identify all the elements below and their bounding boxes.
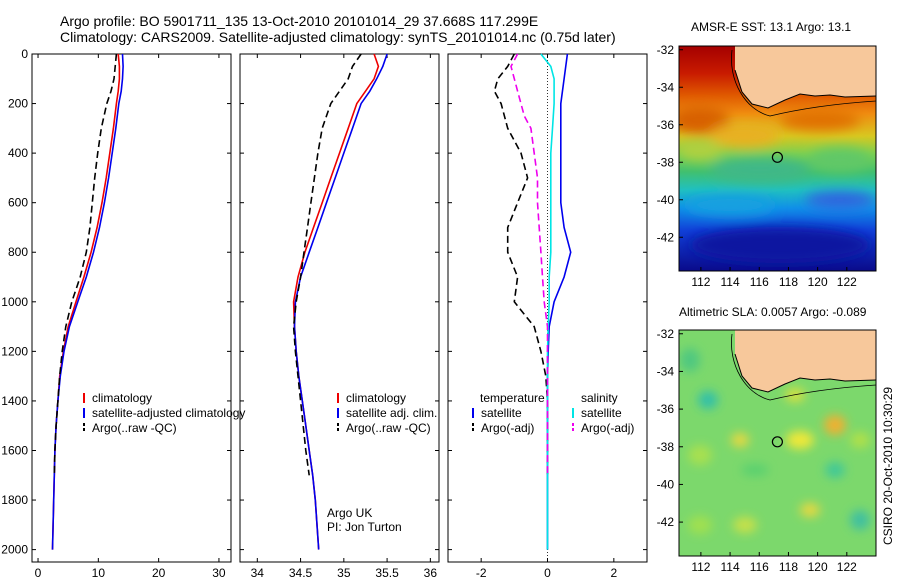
salinity-panel-frame: [239, 53, 440, 563]
x-tick-label: 118: [779, 275, 798, 289]
y-tick-label: -42: [657, 230, 675, 244]
x-tick-label: 114: [721, 275, 740, 289]
series-line: [292, 53, 380, 550]
sla-map: [679, 330, 876, 556]
x-tick-label: 112: [691, 560, 710, 574]
legend-title: temperature: [480, 391, 545, 405]
legend-label: satellite-adjusted climatology: [92, 406, 245, 420]
sla-map-title: Altimetric SLA: 0.0057 Argo: -0.089: [679, 305, 867, 319]
x-axis-label: salinity: [321, 578, 358, 580]
x-tick-label: 34.5: [289, 566, 313, 580]
x-tick-label: -2: [476, 566, 487, 580]
legend-label: satellite adj. clim.: [346, 406, 437, 420]
series-line: [51, 53, 121, 550]
x-tick-label: 112: [691, 275, 710, 289]
land-australia-sla: [735, 330, 876, 392]
x-tick-label: 20: [152, 566, 166, 580]
legend-label: Argo(..raw -QC): [92, 421, 177, 435]
y-tick-label: -40: [657, 477, 675, 491]
y-tick-label: -34: [657, 364, 675, 378]
x-tick-label: 2: [610, 566, 617, 580]
x-tick-label: 10: [92, 566, 106, 580]
y-tick-label: -42: [657, 515, 675, 529]
figure-title-line1: Argo profile: BO 5901711_135 13-Oct-2010…: [60, 13, 538, 29]
x-tick-label: 116: [750, 275, 769, 289]
annotation-line: Argo UK: [327, 506, 372, 520]
series-line: [53, 53, 118, 476]
x-tick-label: 35: [337, 566, 351, 580]
y-tick-label: 200: [8, 97, 28, 111]
y-tick-label: -32: [657, 43, 675, 57]
x-tick-label: 122: [837, 275, 857, 289]
legend-label: Argo(-adj): [581, 421, 634, 435]
x-tick-label: 116: [750, 560, 769, 574]
argo-marker-sla: [771, 436, 784, 448]
legend-label: Argo(-adj): [481, 421, 534, 435]
difference-panel: -2 0 2difference from climatology temperatu…: [447, 53, 648, 580]
series-line: [546, 53, 572, 550]
x-tick-label: 30: [212, 566, 226, 580]
land-australia-sst: [735, 46, 876, 108]
y-tick-label: 800: [8, 245, 28, 259]
figure-title-line2: Climatology: CARS2009. Satellite-adjuste…: [60, 29, 616, 45]
legend-label: Argo(..raw -QC): [346, 421, 431, 435]
x-tick-label: 36: [424, 566, 438, 580]
x-tick-label: 0: [35, 566, 42, 580]
y-tick-label: 1000: [1, 295, 28, 309]
y-tick-label: -36: [657, 118, 675, 132]
x-tick-label: 34: [251, 566, 265, 580]
y-tick-label: -34: [657, 80, 675, 94]
legend-label: satellite: [481, 406, 522, 420]
legend-label: climatology: [92, 391, 152, 405]
x-tick-label: 122: [837, 560, 857, 574]
series-line: [540, 53, 555, 550]
sst-map: [679, 46, 876, 271]
argo-marker-sst: [771, 151, 784, 163]
y-tick-label: 600: [8, 196, 28, 210]
y-tick-label: 0: [21, 47, 28, 61]
x-tick-label: 114: [721, 560, 740, 574]
legend-label: satellite: [581, 406, 622, 420]
x-tick-label: 120: [808, 275, 828, 289]
x-axis-label: temperature: [99, 578, 164, 580]
legend-title: salinity: [581, 391, 618, 405]
y-tick-label: 1200: [1, 344, 28, 358]
x-tick-label: 120: [808, 560, 828, 574]
y-tick-label: 1600: [1, 443, 28, 457]
x-tick-label: 0: [544, 566, 551, 580]
credit-label: CSIRO 20-Oct-2010 10:30:29: [881, 387, 895, 545]
temperature-panel-frame: [31, 53, 232, 563]
x-tick-label: 35.5: [375, 566, 399, 580]
temperature-panel: 0 10 20 30 temperature 0 200 400 600 800 1000 1200 1…: [1, 47, 245, 580]
y-tick-label: -40: [657, 193, 675, 207]
series-line: [510, 53, 549, 476]
y-tick-label: 1800: [1, 493, 28, 507]
x-tick-label: 118: [779, 560, 798, 574]
x-axis-label: difference from climatology: [476, 578, 619, 580]
y-tick-label: 400: [8, 146, 28, 160]
y-tick-label: 1400: [1, 394, 28, 408]
legend-label: climatology: [346, 391, 406, 405]
sst-map-title: AMSR-E SST: 13.1 Argo: 13.1: [691, 20, 851, 34]
y-tick-label: -32: [657, 327, 675, 341]
y-tick-label: -38: [657, 440, 675, 454]
salinity-panel: 34 34.5 35 35.5 36 salinity climatologysatelli…: [239, 53, 440, 580]
series-line: [292, 53, 362, 476]
y-tick-label: 2000: [1, 543, 28, 557]
y-tick-label: -36: [657, 402, 675, 416]
y-tick-label: -38: [657, 155, 675, 169]
series-line: [51, 53, 124, 550]
annotation-line: PI: Jon Turton: [327, 520, 402, 534]
